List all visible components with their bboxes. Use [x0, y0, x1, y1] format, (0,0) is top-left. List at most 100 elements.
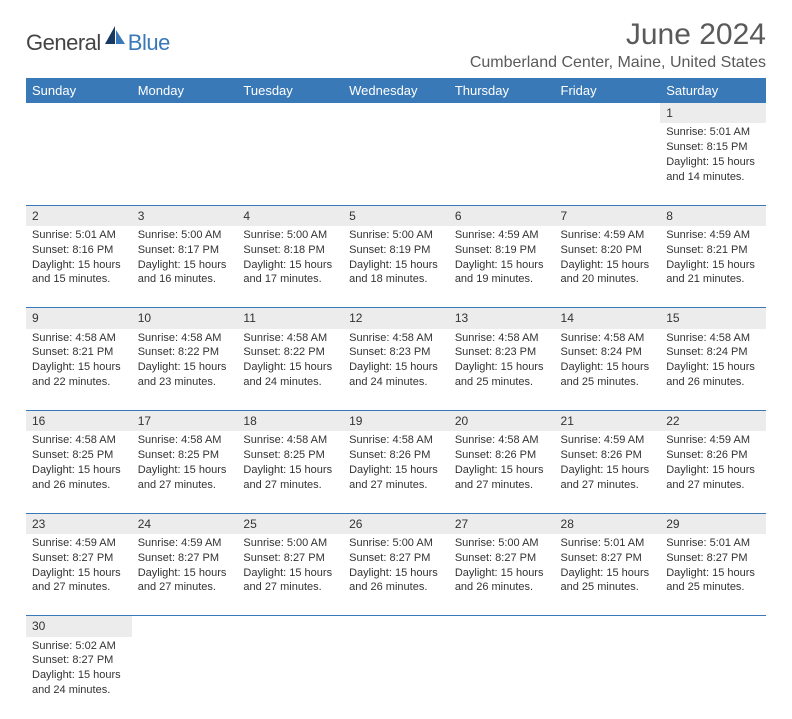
day-number-row: 1 — [26, 103, 766, 123]
daylight-text: and 24 minutes. — [349, 375, 443, 390]
sunset-text: Sunset: 8:18 PM — [243, 243, 337, 258]
daylight-text: Daylight: 15 hours — [243, 360, 337, 375]
day-content-cell: Sunrise: 4:59 AMSunset: 8:27 PMDaylight:… — [26, 534, 132, 616]
daylight-text: Daylight: 15 hours — [455, 566, 549, 581]
month-year-title: June 2024 — [470, 18, 766, 52]
day-content-cell: Sunrise: 4:58 AMSunset: 8:22 PMDaylight:… — [132, 329, 238, 411]
day-number-cell — [26, 103, 132, 123]
day-number-cell — [555, 616, 661, 637]
day-number-cell — [449, 616, 555, 637]
day-content-cell: Sunrise: 4:59 AMSunset: 8:21 PMDaylight:… — [660, 226, 766, 308]
daylight-text: Daylight: 15 hours — [561, 463, 655, 478]
day-number-row: 9101112131415 — [26, 308, 766, 329]
location-subtitle: Cumberland Center, Maine, United States — [470, 54, 766, 72]
weekday-header-row: Sunday Monday Tuesday Wednesday Thursday… — [26, 78, 766, 103]
day-content-row: Sunrise: 5:02 AMSunset: 8:27 PMDaylight:… — [26, 637, 766, 719]
sunset-text: Sunset: 8:16 PM — [32, 243, 126, 258]
day-content-cell: Sunrise: 5:00 AMSunset: 8:27 PMDaylight:… — [449, 534, 555, 616]
daylight-text: and 18 minutes. — [349, 272, 443, 287]
day-number-cell — [343, 103, 449, 123]
sunset-text: Sunset: 8:23 PM — [349, 345, 443, 360]
day-content-cell: Sunrise: 4:59 AMSunset: 8:26 PMDaylight:… — [555, 431, 661, 513]
day-content-cell: Sunrise: 4:59 AMSunset: 8:26 PMDaylight:… — [660, 431, 766, 513]
sunrise-text: Sunrise: 4:59 AM — [666, 228, 760, 243]
day-number-cell: 3 — [132, 205, 238, 226]
sunset-text: Sunset: 8:22 PM — [243, 345, 337, 360]
daylight-text: Daylight: 15 hours — [561, 566, 655, 581]
daylight-text: and 27 minutes. — [666, 478, 760, 493]
sunset-text: Sunset: 8:20 PM — [561, 243, 655, 258]
day-content-cell: Sunrise: 4:59 AMSunset: 8:19 PMDaylight:… — [449, 226, 555, 308]
sunset-text: Sunset: 8:26 PM — [349, 448, 443, 463]
day-number-cell — [237, 616, 343, 637]
daylight-text: and 23 minutes. — [138, 375, 232, 390]
day-number-cell: 7 — [555, 205, 661, 226]
day-number-cell: 16 — [26, 411, 132, 432]
sunrise-text: Sunrise: 5:00 AM — [349, 228, 443, 243]
day-number-cell: 17 — [132, 411, 238, 432]
sunset-text: Sunset: 8:27 PM — [666, 551, 760, 566]
day-content-cell — [237, 123, 343, 205]
day-number-cell: 2 — [26, 205, 132, 226]
sunrise-text: Sunrise: 4:58 AM — [32, 433, 126, 448]
day-number-cell: 1 — [660, 103, 766, 123]
daylight-text: Daylight: 15 hours — [455, 258, 549, 273]
daylight-text: Daylight: 15 hours — [32, 360, 126, 375]
daylight-text: Daylight: 15 hours — [138, 360, 232, 375]
sunrise-text: Sunrise: 4:59 AM — [32, 536, 126, 551]
daylight-text: Daylight: 15 hours — [561, 360, 655, 375]
sail-icon — [105, 26, 127, 49]
sunset-text: Sunset: 8:26 PM — [666, 448, 760, 463]
sunset-text: Sunset: 8:19 PM — [349, 243, 443, 258]
daylight-text: and 27 minutes. — [455, 478, 549, 493]
sunset-text: Sunset: 8:24 PM — [561, 345, 655, 360]
day-content-cell: Sunrise: 4:58 AMSunset: 8:25 PMDaylight:… — [132, 431, 238, 513]
day-number-cell: 8 — [660, 205, 766, 226]
day-number-cell: 25 — [237, 513, 343, 534]
daylight-text: and 15 minutes. — [32, 272, 126, 287]
sunset-text: Sunset: 8:17 PM — [138, 243, 232, 258]
daylight-text: Daylight: 15 hours — [243, 463, 337, 478]
sunrise-text: Sunrise: 4:58 AM — [666, 331, 760, 346]
day-content-cell: Sunrise: 5:00 AMSunset: 8:27 PMDaylight:… — [343, 534, 449, 616]
sunrise-text: Sunrise: 4:58 AM — [32, 331, 126, 346]
sunrise-text: Sunrise: 5:01 AM — [666, 536, 760, 551]
daylight-text: Daylight: 15 hours — [455, 360, 549, 375]
weekday-header: Friday — [555, 78, 661, 103]
header: General Blue June 2024 Cumberland Center… — [26, 18, 766, 72]
daylight-text: Daylight: 15 hours — [349, 566, 443, 581]
day-number-cell: 10 — [132, 308, 238, 329]
day-content-cell — [449, 637, 555, 719]
daylight-text: and 22 minutes. — [32, 375, 126, 390]
day-number-cell: 29 — [660, 513, 766, 534]
day-content-cell: Sunrise: 4:58 AMSunset: 8:26 PMDaylight:… — [449, 431, 555, 513]
day-content-cell — [343, 123, 449, 205]
daylight-text: and 27 minutes. — [138, 580, 232, 595]
daylight-text: and 26 minutes. — [349, 580, 443, 595]
daylight-text: and 25 minutes. — [666, 580, 760, 595]
weekday-header: Thursday — [449, 78, 555, 103]
sunset-text: Sunset: 8:27 PM — [349, 551, 443, 566]
daylight-text: Daylight: 15 hours — [349, 258, 443, 273]
day-number-cell: 9 — [26, 308, 132, 329]
sunset-text: Sunset: 8:27 PM — [455, 551, 549, 566]
daylight-text: and 26 minutes. — [455, 580, 549, 595]
day-content-cell: Sunrise: 5:02 AMSunset: 8:27 PMDaylight:… — [26, 637, 132, 719]
day-content-cell: Sunrise: 4:58 AMSunset: 8:22 PMDaylight:… — [237, 329, 343, 411]
sunrise-text: Sunrise: 5:01 AM — [561, 536, 655, 551]
sunrise-text: Sunrise: 5:00 AM — [243, 536, 337, 551]
day-number-cell: 24 — [132, 513, 238, 534]
brand-logo: General Blue — [26, 26, 170, 59]
daylight-text: Daylight: 15 hours — [455, 463, 549, 478]
daylight-text: Daylight: 15 hours — [243, 566, 337, 581]
weekday-header: Tuesday — [237, 78, 343, 103]
sunrise-text: Sunrise: 4:59 AM — [561, 433, 655, 448]
brand-part2: Blue — [128, 30, 170, 56]
daylight-text: Daylight: 15 hours — [666, 155, 760, 170]
sunrise-text: Sunrise: 4:58 AM — [243, 433, 337, 448]
day-number-cell — [555, 103, 661, 123]
day-number-cell: 21 — [555, 411, 661, 432]
day-content-cell: Sunrise: 4:59 AMSunset: 8:20 PMDaylight:… — [555, 226, 661, 308]
sunset-text: Sunset: 8:22 PM — [138, 345, 232, 360]
sunset-text: Sunset: 8:23 PM — [455, 345, 549, 360]
